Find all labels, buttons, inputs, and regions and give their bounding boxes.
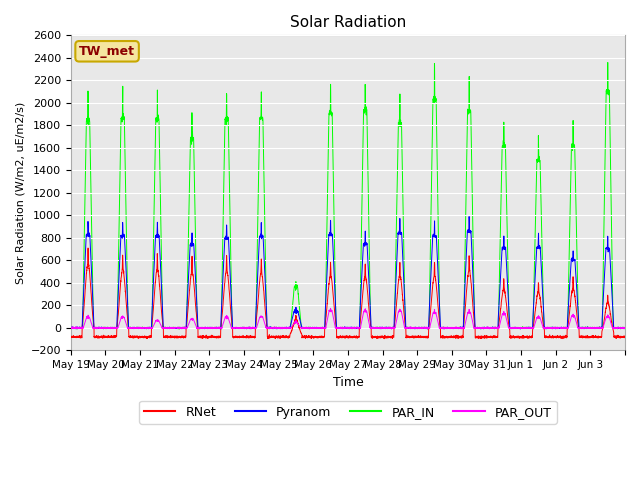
Legend: RNet, Pyranom, PAR_IN, PAR_OUT: RNet, Pyranom, PAR_IN, PAR_OUT [139,401,557,424]
Text: TW_met: TW_met [79,45,135,58]
Y-axis label: Solar Radiation (W/m2, uE/m2/s): Solar Radiation (W/m2, uE/m2/s) [15,102,25,284]
X-axis label: Time: Time [333,376,364,389]
Title: Solar Radiation: Solar Radiation [290,15,406,30]
